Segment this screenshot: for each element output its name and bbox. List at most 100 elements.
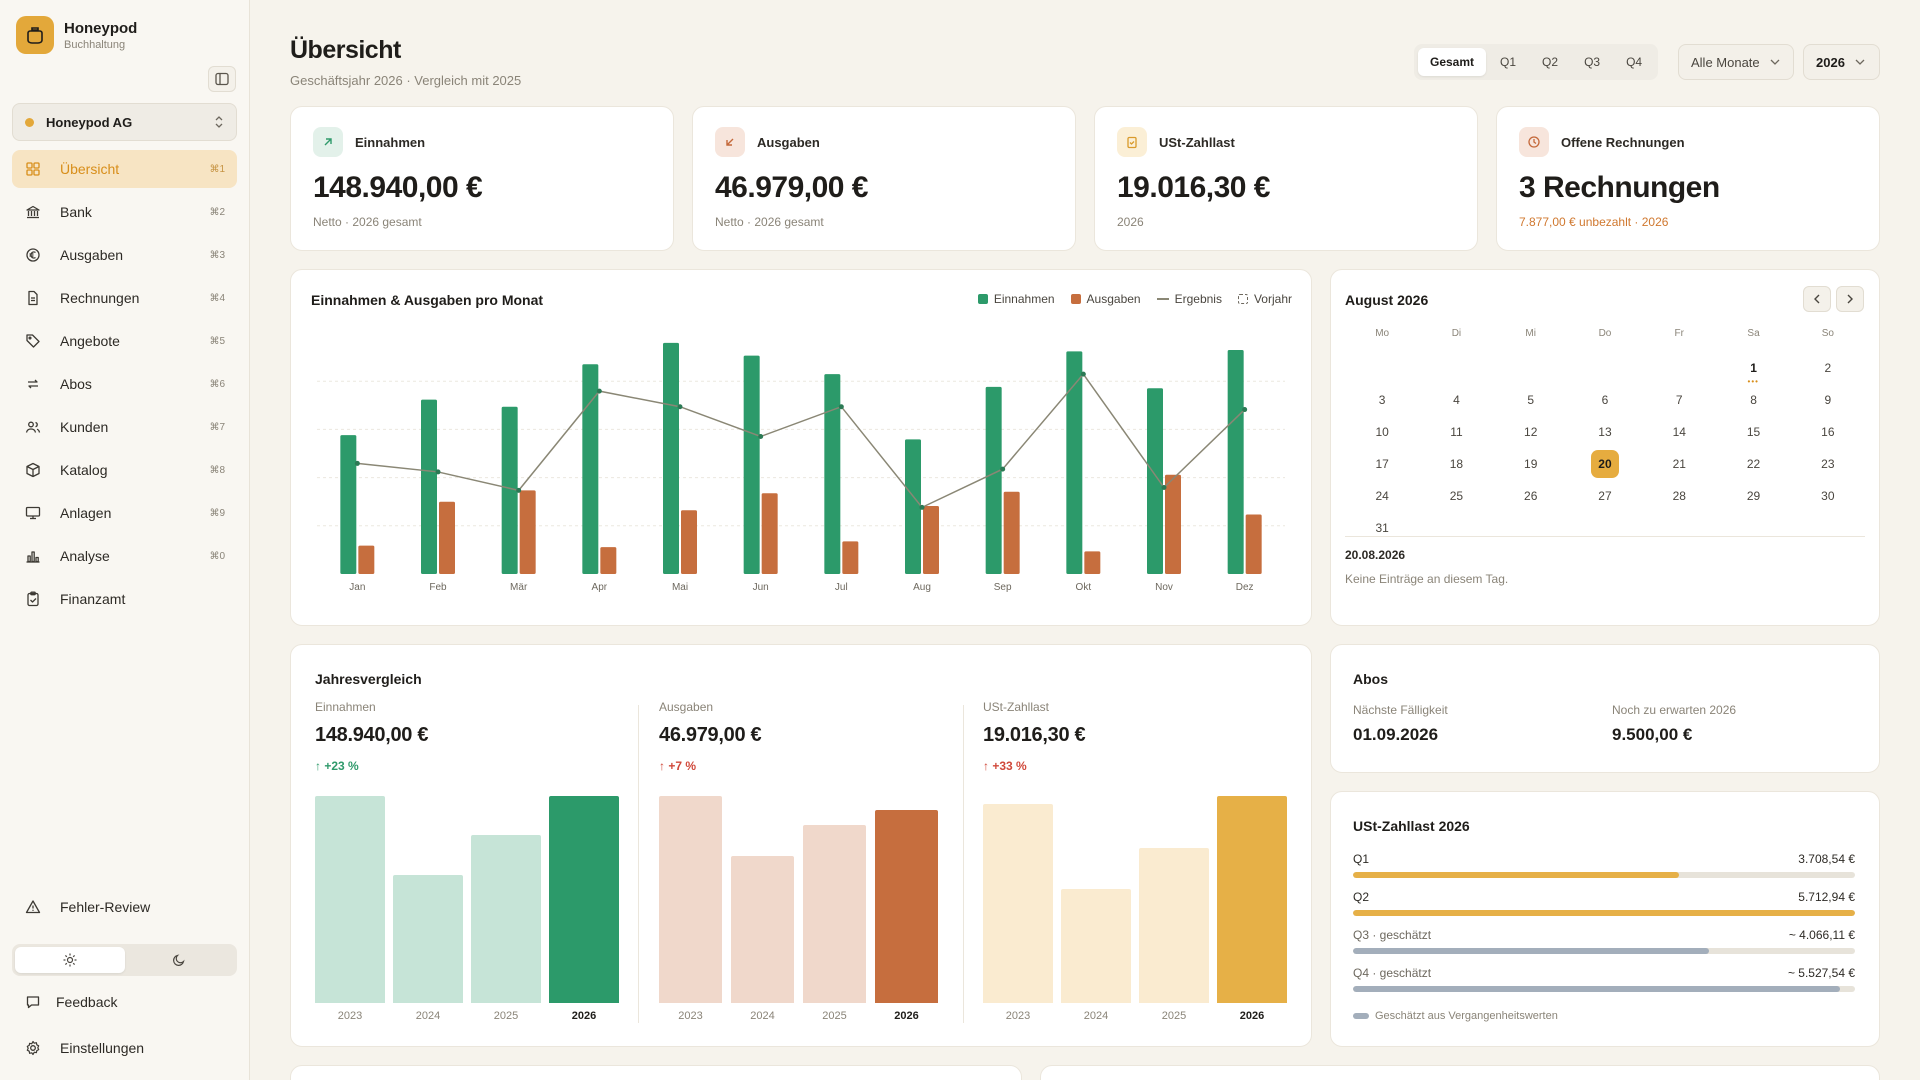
calendar-day-today[interactable]: 20 <box>1590 450 1619 478</box>
calendar-day[interactable]: 18 <box>1449 457 1464 471</box>
sidebar-item-rechnungen[interactable]: Rechnungen ⌘4 <box>12 279 237 317</box>
period-tab-q4[interactable]: Q4 <box>1626 55 1643 69</box>
calendar-day[interactable]: 6 <box>1601 393 1609 407</box>
period-tab-gesamt[interactable]: Gesamt <box>1418 48 1487 76</box>
sidebar-item-bank[interactable]: Bank ⌘2 <box>12 193 237 231</box>
bar-ausgaben[interactable] <box>600 547 617 574</box>
kpi-card-ausgaben[interactable]: Ausgaben 46.979,00 € Netto · 2026 gesamt <box>692 106 1076 251</box>
calendar-day[interactable]: 29 <box>1746 489 1761 503</box>
calendar-day[interactable]: 5 <box>1527 393 1535 407</box>
calendar-day[interactable]: 12 <box>1524 425 1538 439</box>
nav-einstellungen[interactable]: Einstellungen <box>12 1029 237 1072</box>
calendar-day[interactable]: 1 ••• <box>1716 361 1790 386</box>
calendar-day[interactable]: 9 <box>1824 393 1832 407</box>
calendar-day[interactable]: 28 <box>1672 489 1686 503</box>
calendar-day[interactable]: 10 <box>1375 425 1389 439</box>
bar-ausgaben[interactable] <box>1084 551 1101 574</box>
calendar-day[interactable]: 20 <box>1568 450 1642 478</box>
calendar-day[interactable]: 23 <box>1821 457 1835 471</box>
sidebar-item-ausgaben[interactable]: Ausgaben ⌘3 <box>12 236 237 274</box>
nav-fehler-review[interactable]: Fehler-Review <box>12 888 237 931</box>
year-bar-2026[interactable] <box>1217 796 1287 1003</box>
year-bar-2023[interactable] <box>659 796 722 1003</box>
bar-ausgaben[interactable] <box>923 505 939 574</box>
year-bar-2024[interactable] <box>393 875 463 1003</box>
light-mode-button[interactable] <box>15 947 125 973</box>
bar-einnahmen[interactable] <box>1066 351 1083 574</box>
period-tab-q1[interactable]: Q1 <box>1500 55 1517 69</box>
calendar-prev-button[interactable] <box>1803 286 1831 312</box>
calendar-day[interactable]: 3 <box>1378 393 1386 407</box>
bar-ausgaben[interactable] <box>358 545 375 574</box>
month-dropdown[interactable]: Alle Monate <box>1678 44 1794 80</box>
bar-einnahmen[interactable] <box>743 355 760 574</box>
sidebar-item-anlagen[interactable]: Anlagen ⌘9 <box>12 494 237 532</box>
year-bar-2024[interactable] <box>1061 889 1131 1003</box>
calendar-day[interactable]: 24 <box>1375 489 1389 503</box>
calendar-day[interactable]: 21 <box>1672 457 1686 471</box>
sidebar-item-übersicht[interactable]: Übersicht ⌘1 <box>12 150 237 188</box>
sidebar-item-kunden[interactable]: Kunden ⌘7 <box>12 408 237 446</box>
nav-feedback[interactable]: Feedback <box>12 983 237 1026</box>
bar-einnahmen[interactable] <box>663 342 679 574</box>
year-bar-2024[interactable] <box>731 856 794 1003</box>
year-bar-2023[interactable] <box>983 804 1053 1003</box>
calendar-day[interactable]: 14 <box>1672 425 1686 439</box>
bar-ausgaben[interactable] <box>1245 514 1262 574</box>
sidebar-item-katalog[interactable]: Katalog ⌘8 <box>12 451 237 489</box>
bar-einnahmen[interactable] <box>1227 350 1244 574</box>
calendar-next-button[interactable] <box>1836 286 1864 312</box>
bar-ausgaben[interactable] <box>842 541 859 574</box>
calendar-day[interactable]: 15 <box>1746 425 1761 439</box>
calendar-day[interactable]: 30 <box>1821 489 1835 503</box>
bar-einnahmen[interactable] <box>1147 388 1163 574</box>
calendar-day[interactable]: 7 <box>1675 393 1683 407</box>
year-bar-2026[interactable] <box>875 810 938 1003</box>
bar-einnahmen[interactable] <box>340 435 357 574</box>
kpi-card-offenerechnungen[interactable]: Offene Rechnungen 3 Rechnungen 7.877,00 … <box>1496 106 1880 251</box>
year-bar-2026[interactable] <box>549 796 619 1003</box>
company-switcher[interactable]: Honeypod AG <box>12 103 237 141</box>
collapse-sidebar-button[interactable] <box>208 66 236 92</box>
period-tab-q3[interactable]: Q3 <box>1584 55 1601 69</box>
calendar-day[interactable]: 8 <box>1750 393 1757 407</box>
sidebar-item-finanzamt[interactable]: Finanzamt <box>12 580 237 618</box>
bar-einnahmen[interactable] <box>905 439 921 574</box>
calendar-day[interactable]: 4 <box>1453 393 1460 407</box>
bar-einnahmen[interactable] <box>582 364 599 574</box>
bar-ausgaben[interactable] <box>681 510 697 574</box>
brand[interactable]: Honeypod Buchhaltung <box>16 16 137 54</box>
dark-mode-button[interactable] <box>125 947 235 973</box>
calendar-day[interactable]: 2 <box>1824 361 1832 375</box>
calendar-day[interactable]: 17 <box>1375 457 1389 471</box>
kpi-card-ustzahllast[interactable]: USt-Zahllast 19.016,30 € 2026 <box>1094 106 1478 251</box>
calendar-day[interactable]: 19 <box>1524 457 1538 471</box>
bar-einnahmen[interactable] <box>824 374 841 574</box>
calendar-day[interactable]: 26 <box>1524 489 1538 503</box>
sidebar-item-angebote[interactable]: Angebote ⌘5 <box>12 322 237 360</box>
calendar-day[interactable]: 16 <box>1821 425 1835 439</box>
sidebar-item-abos[interactable]: Abos ⌘6 <box>12 365 237 403</box>
bar-ausgaben[interactable] <box>1165 474 1181 574</box>
bar-ausgaben[interactable] <box>761 493 778 574</box>
calendar-day-marked[interactable]: 1 <box>1750 361 1757 375</box>
period-tab-q2[interactable]: Q2 <box>1542 55 1559 69</box>
year-dropdown[interactable]: 2026 <box>1803 44 1880 80</box>
year-bar-2023[interactable] <box>315 796 385 1003</box>
bar-einnahmen[interactable] <box>501 406 518 574</box>
bar-einnahmen[interactable] <box>421 399 437 574</box>
calendar-day[interactable]: 25 <box>1449 489 1464 503</box>
year-bar-2025[interactable] <box>1139 848 1209 1003</box>
calendar-day[interactable]: 31 <box>1375 521 1389 535</box>
calendar-day[interactable]: 27 <box>1598 489 1612 503</box>
calendar-day[interactable]: 22 <box>1746 457 1761 471</box>
year-bar-2025[interactable] <box>471 835 541 1003</box>
calendar-day[interactable]: 13 <box>1598 425 1612 439</box>
year-bar-2025[interactable] <box>803 825 866 1003</box>
bar-ausgaben[interactable] <box>519 490 536 574</box>
bar-ausgaben[interactable] <box>439 501 455 574</box>
theme-toggle[interactable] <box>12 944 237 976</box>
sidebar-item-analyse[interactable]: Analyse ⌘0 <box>12 537 237 575</box>
bar-ausgaben[interactable] <box>1003 491 1020 574</box>
kpi-card-einnahmen[interactable]: Einnahmen 148.940,00 € Netto · 2026 gesa… <box>290 106 674 251</box>
